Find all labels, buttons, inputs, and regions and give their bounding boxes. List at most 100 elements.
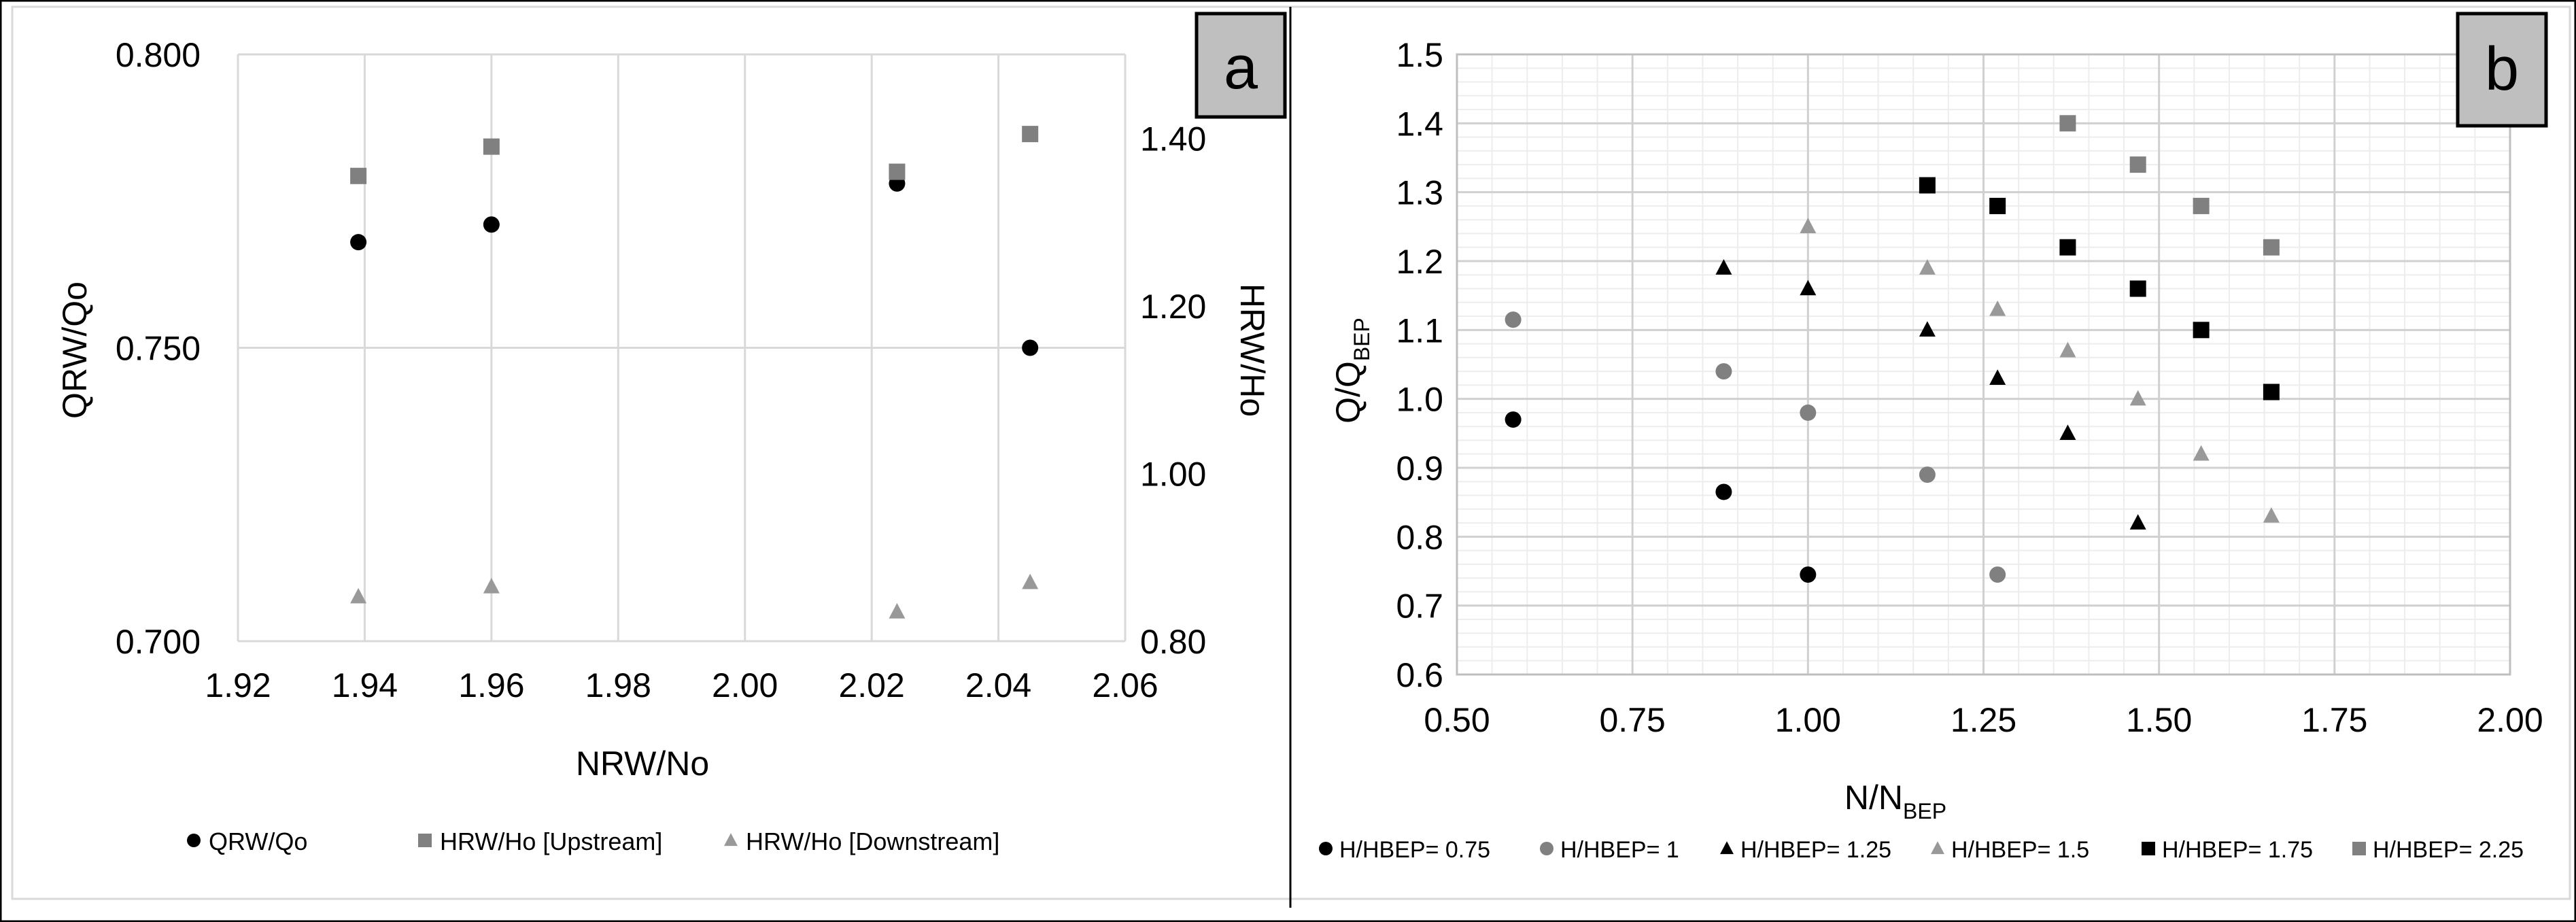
panel-b: 0.50 0.75 1.00 1.25 1.50 1.75 2.00 0.6 0.7 0.8 0.9…: [1289, 5, 2571, 908]
panel-a-point: [483, 216, 500, 233]
panel-b-point: [1989, 300, 2006, 316]
panel-b-y-axis-title-main: Q/Q: [1329, 361, 1367, 424]
panel-a-legend-marker: [418, 834, 432, 847]
panel-b-legend-marker: [1931, 841, 1944, 855]
panel-a-x-tick-label: 2.00: [712, 666, 778, 704]
panel-b-point: [2059, 239, 2076, 256]
panel-b-point: [1505, 311, 1522, 328]
panel-b-point: [1919, 466, 1936, 483]
panel-a-legend-label: QRW/Qo: [209, 827, 307, 855]
panel-a-y-tick-label: 0.800: [116, 36, 201, 74]
panel-b-x-tick-label: 0.50: [1424, 701, 1490, 739]
panel-b-x-tick-label: 2.00: [2477, 701, 2543, 739]
panel-b-y-tick-label: 0.8: [1396, 518, 1443, 556]
panel-b-legend-marker: [2352, 842, 2366, 855]
panel-b-x-axis-title-main: N/N: [1844, 779, 1903, 817]
panel-b-label-background: [2456, 12, 2548, 128]
panel-a-point: [1022, 339, 1039, 356]
panel-a-legend-marker: [187, 834, 201, 847]
panel-a-x-tick-label: 2.02: [838, 666, 904, 704]
panel-a-point: [483, 138, 500, 155]
panel-b-point: [1919, 321, 1936, 337]
panel-b-legend-label: H/HBEP= 1.5: [1951, 837, 2089, 863]
panel-a-label-background: [1195, 12, 1287, 119]
panel-b-point: [1919, 177, 1936, 194]
panel-b-point: [1715, 259, 1732, 275]
panel-b-y-tick-label: 1.1: [1396, 311, 1443, 349]
panel-b-y-tick-label: 0.6: [1396, 656, 1443, 694]
panel-b-legend-marker: [1319, 842, 1333, 855]
panel-a-x-tick-label: 1.98: [585, 666, 651, 704]
panel-b-legend-label: H/HBEP= 1.25: [1740, 837, 1891, 863]
panel-b-x-tick-label: 1.00: [1775, 701, 1841, 739]
panel-a-point: [1022, 573, 1039, 590]
panel-a-y2-axis-title: HRW/Ho: [1233, 284, 1271, 417]
panel-b-point: [2059, 341, 2076, 358]
panel-a-point: [350, 167, 367, 184]
panel-b-y-tick-label: 1.5: [1396, 36, 1443, 74]
panel-b-point: [1989, 197, 2006, 214]
panel-a-y2-tick-label: 0.80: [1140, 623, 1206, 661]
panel-b-legend-label: H/HBEP= 1: [1560, 837, 1679, 863]
panel-b-y-axis-title-sub: BEP: [1350, 318, 1374, 361]
panel-b-point: [1919, 259, 1936, 275]
panel-b-point: [2129, 514, 2146, 530]
panel-a-label: a: [1224, 34, 1258, 102]
panel-b-gridlines: [1456, 53, 2511, 676]
panel-b-x-tick-label: 0.75: [1600, 701, 1666, 739]
panel-b-y-tick-label: 0.7: [1396, 587, 1443, 626]
panel-a-y2-tick-label: 1.40: [1140, 120, 1206, 158]
panel-a-legend-label: HRW/Ho [Downstream]: [746, 827, 999, 855]
panel-b-point: [1800, 404, 1817, 421]
panel-b-point: [2263, 239, 2280, 256]
panel-b-point: [1505, 411, 1522, 428]
panel-a-point: [889, 163, 906, 180]
panel-a-y2-tick-label: 1.20: [1140, 288, 1206, 326]
panel-b-point: [1800, 566, 1817, 583]
panel-b-point: [1800, 218, 1817, 234]
panel-b-legend-label: H/HBEP= 0.75: [1339, 837, 1490, 863]
panel-b-y-tick-label: 1.0: [1396, 381, 1443, 419]
panel-a-point: [350, 587, 367, 604]
panel-b-point: [2263, 507, 2280, 523]
panel-b-point: [1989, 566, 2006, 583]
panel-b-point: [2193, 197, 2210, 214]
panel-a-x-axis-title: NRW/No: [576, 745, 709, 783]
panel-a-x-tick-label: 1.96: [458, 666, 524, 704]
panel-a-legend-marker: [724, 833, 738, 847]
panel-b-x-tick-label: 1.50: [2126, 701, 2192, 739]
panel-a-point: [889, 602, 906, 619]
panel-a-x-tick-label: 2.04: [965, 666, 1031, 704]
panel-b-y-tick-label: 1.4: [1396, 105, 1443, 143]
panel-b-point: [2263, 383, 2280, 400]
panel-b-point: [1800, 279, 1817, 296]
panel-b-tick-labels: 0.50 0.75 1.00 1.25 1.50 1.75 2.00 0.6 0.7 0.8 0.9…: [1396, 36, 2543, 739]
panel-b-y-tick-label: 0.9: [1396, 449, 1443, 488]
panel-b-point: [2193, 322, 2210, 339]
panel-b-point: [1989, 369, 2006, 385]
panel-b-label: b: [2485, 35, 2519, 103]
panel-a-y2-tick-label: 1.00: [1140, 455, 1206, 493]
panel-a-y-axis-title: QRW/Qo: [56, 281, 94, 419]
panel-a-y-tick-label: 0.750: [116, 330, 201, 368]
panel-a-gridlines: [237, 53, 1127, 643]
panel-b-point: [1715, 363, 1732, 380]
panel-b-frame: [1289, 5, 2571, 900]
panel-b-legend-label: H/HBEP= 1.75: [2162, 837, 2313, 863]
panel-a-legend: QRW/Qo HRW/Ho [Upstream] HRW/Ho [Downstrea…: [187, 827, 999, 855]
panel-b-label-box: b: [2456, 12, 2548, 128]
panel-b-legend-marker: [1540, 842, 1553, 855]
panel-a-x-tick-label: 1.94: [332, 666, 398, 704]
panel-b-point: [2059, 424, 2076, 441]
panel-a-x-tick-label: 1.92: [205, 666, 271, 704]
panel-b-point: [2129, 156, 2146, 173]
panel-b-point: [2193, 445, 2210, 461]
panel-b-point: [2129, 390, 2146, 406]
panel-b-data-marks: [1505, 115, 2280, 583]
panel-b-x-axis-title-sub: BEP: [1903, 799, 1946, 823]
panel-b-x-tick-label: 1.75: [2301, 701, 2367, 739]
panel-a-tick-labels: 1.92 1.94 1.96 1.98 2.00 2.02 2.04 2.06 0.700 0.7…: [116, 36, 1206, 704]
panel-a-data-marks: [350, 126, 1039, 619]
panel-b-x-axis-title: N/NBEP: [1844, 779, 1946, 823]
